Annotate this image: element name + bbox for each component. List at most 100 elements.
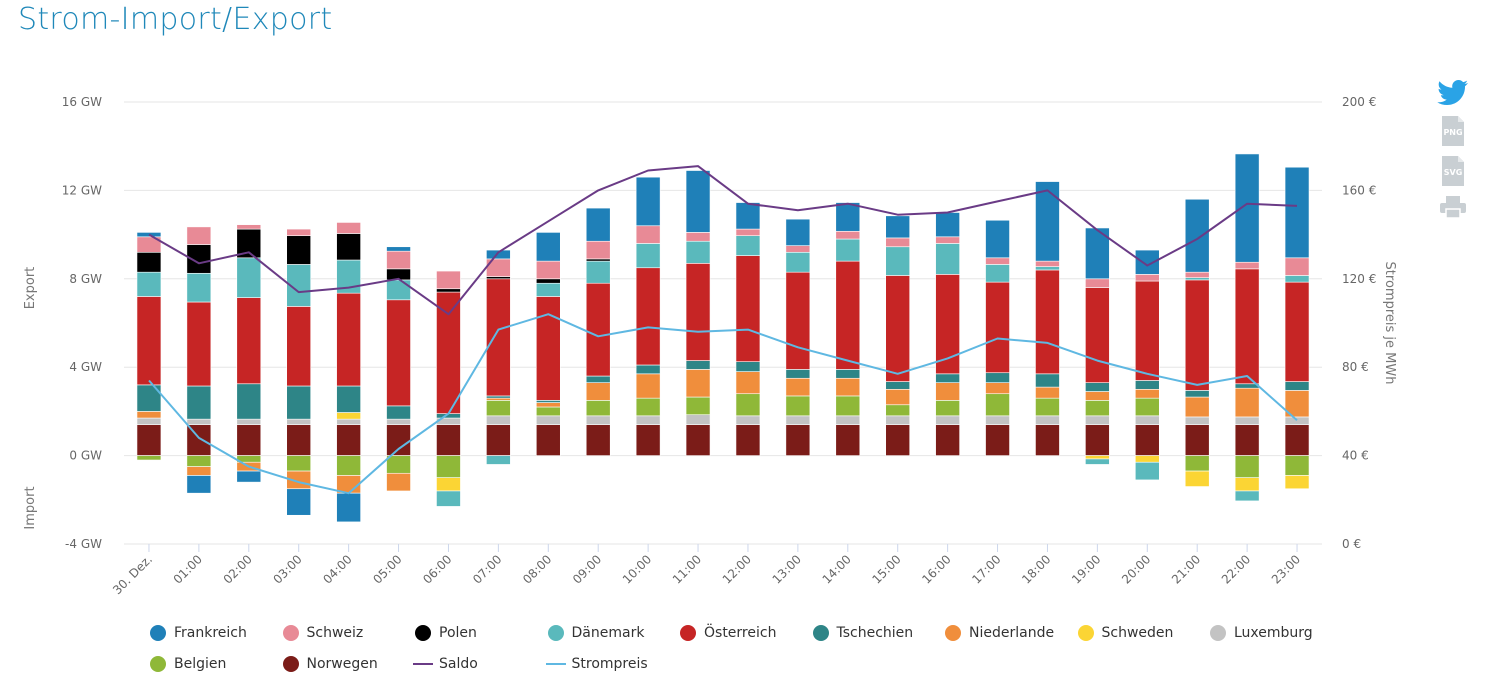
legend-symbol	[148, 623, 168, 643]
bar-segment	[436, 291, 461, 414]
legend-dot-marker	[680, 625, 696, 641]
legend-item-tschechien[interactable]: Tschechien	[811, 622, 913, 644]
bar-segment	[585, 375, 611, 383]
y-left-tick-label: 4 GW	[69, 360, 102, 374]
bar-segment	[885, 237, 911, 248]
legend-item-luxemburg[interactable]: Luxemburg	[1208, 622, 1313, 644]
x-tick-label: 11:00	[670, 552, 704, 586]
bar-segment	[535, 424, 561, 456]
twitter-icon[interactable]	[1436, 78, 1470, 108]
legend-item-dnemark[interactable]: Dänemark	[546, 622, 645, 644]
legend-item-saldo[interactable]: Saldo	[413, 653, 478, 675]
bar-segment	[1184, 470, 1210, 487]
bar-segment	[1085, 382, 1110, 392]
legend-item-frankreich[interactable]: Frankreich	[148, 622, 247, 644]
bar-segment	[1085, 455, 1110, 460]
y-left-tick-label: 12 GW	[62, 183, 102, 197]
bar-segment	[835, 424, 861, 456]
bar-segment	[535, 260, 561, 280]
bar-segment	[635, 373, 661, 399]
bar-segment	[1234, 477, 1260, 492]
bar-segment	[935, 212, 960, 238]
bar-segment	[336, 418, 361, 425]
bar-segment	[1035, 269, 1060, 375]
bar-segment	[985, 281, 1010, 374]
legend-symbol	[811, 623, 831, 643]
print-icon[interactable]	[1436, 194, 1470, 220]
bar-segment	[985, 424, 1010, 456]
bar-segment	[1184, 396, 1210, 418]
bar-segment	[785, 218, 811, 246]
legend-label: Belgien	[174, 656, 227, 672]
legend-dot-marker	[812, 625, 829, 641]
svg-download-icon[interactable]: SVG	[1436, 154, 1470, 188]
legend-item-norwegen[interactable]: Norwegen	[281, 653, 378, 675]
x-tick-label: 10:00	[620, 552, 654, 586]
export-toolbar: PNG SVG	[1436, 78, 1476, 226]
y-right-tick-label: 40 €	[1342, 449, 1369, 463]
page-title: Strom-Import/Export	[18, 2, 333, 37]
legend-item-niederlande[interactable]: Niederlande	[943, 622, 1054, 644]
png-download-icon[interactable]: PNG	[1436, 114, 1470, 148]
bar-segment	[186, 301, 212, 387]
y-left-tick-label: 0 GW	[69, 449, 102, 463]
bar-segment	[1134, 455, 1160, 463]
bar-segment	[735, 371, 761, 395]
bar-segment	[336, 492, 361, 523]
legend-dot-marker	[547, 625, 564, 641]
bar-segment	[386, 424, 411, 456]
legend-item-schweden[interactable]: Schweden	[1076, 622, 1173, 644]
bar-segment	[1234, 455, 1260, 479]
bar-segment	[386, 299, 411, 407]
bar-segment	[1184, 198, 1210, 273]
bar-segment	[1284, 475, 1310, 490]
bar-segment	[1284, 257, 1310, 276]
bar-segment	[286, 424, 312, 456]
bar-segment	[535, 232, 561, 262]
bar-segment	[1234, 261, 1260, 270]
bar-segment	[935, 243, 960, 275]
legend-item-polen[interactable]: Polen	[413, 622, 477, 644]
legend-label: Dänemark	[571, 625, 645, 641]
bar-segment	[1035, 373, 1060, 388]
legend-symbol	[148, 654, 168, 674]
x-tick-label: 13:00	[770, 552, 804, 586]
bar-segment	[236, 224, 262, 230]
bar-segment	[1085, 391, 1110, 401]
legend-symbol	[1208, 623, 1228, 643]
bar-segment	[136, 271, 162, 297]
y-axis-title-import: Import	[23, 486, 38, 529]
saldo-line	[148, 165, 1298, 316]
bar-segment	[136, 232, 162, 238]
bar-segment	[785, 369, 811, 379]
bar-segment	[735, 228, 761, 237]
bar-segment	[1184, 271, 1210, 278]
bar-segment	[735, 415, 761, 425]
bar-segment	[1234, 268, 1260, 385]
bar-segment	[1234, 490, 1260, 502]
bar-segment	[1035, 397, 1060, 417]
x-tick-label: 06:00	[420, 552, 454, 586]
bar-segment	[336, 412, 361, 420]
bar-segment	[386, 246, 411, 252]
bar-segment	[386, 455, 411, 474]
legend-item-strompreis[interactable]: Strompreis	[545, 653, 648, 675]
bar-segment	[336, 455, 361, 476]
legend-dot-marker	[1210, 625, 1226, 641]
bar-segment	[685, 414, 711, 425]
legend-item-belgien[interactable]: Belgien	[148, 653, 226, 675]
legend-item-schweiz[interactable]: Schweiz	[281, 622, 363, 644]
bar-segment	[935, 424, 960, 456]
bar-segment	[186, 226, 212, 245]
bar-segment	[985, 257, 1010, 265]
bar-segment	[386, 279, 411, 301]
strompreis-line	[148, 313, 1298, 495]
legend-symbol	[413, 623, 433, 643]
bar-segment	[236, 257, 262, 298]
legend-label: Niederlande	[969, 625, 1055, 641]
legend-symbol	[1076, 623, 1096, 643]
bar-segment	[1134, 461, 1160, 481]
bar-segment	[1184, 277, 1210, 281]
x-tick-label: 17:00	[969, 552, 1003, 586]
legend-item-sterreich[interactable]: Österreich	[678, 622, 776, 644]
